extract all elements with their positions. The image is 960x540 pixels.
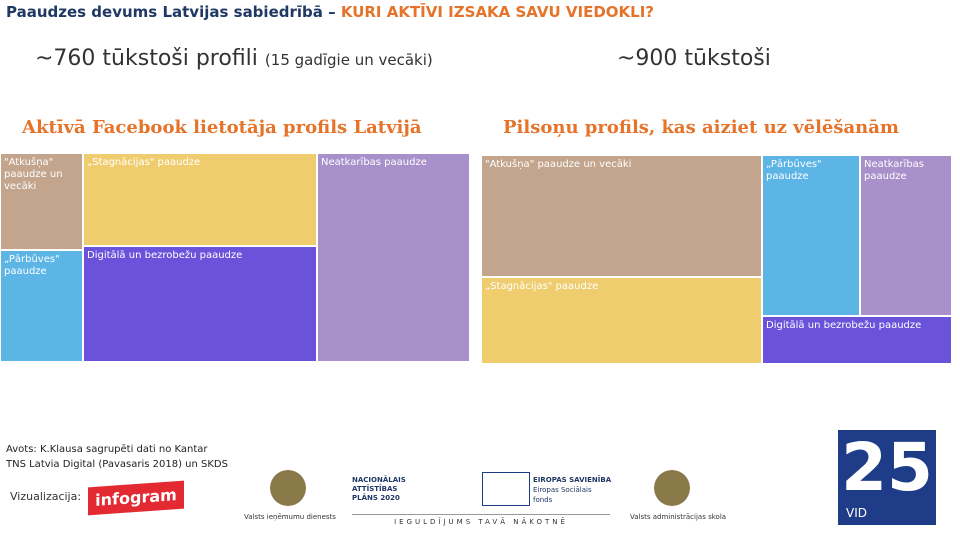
treemap-cell: Neatkarības paaudze: [860, 155, 952, 316]
left-heading: ~760 tūkstoši profili (15 gadīgie un vec…: [35, 46, 433, 71]
treemap-cell: „Pārbūves" paaudze: [762, 155, 860, 316]
eu-sub: fonds: [533, 496, 553, 504]
anniv-number: 25: [841, 429, 933, 506]
vid25-logo: 25 VID: [838, 430, 936, 525]
left-subtitle: Aktīvā Facebook lietotāja profils Latvij…: [22, 117, 422, 138]
cell-label: Digitālā un bezrobežu paaudze: [87, 250, 243, 261]
nap-line: NACIONĀLAIS: [352, 476, 406, 484]
vas-caption: Valsts administrācijas skola: [630, 513, 727, 521]
cell-label: „Stagnācijas" paaudze: [87, 157, 201, 168]
treemap-cell: "Atkušņa" paaudze un vecāki: [481, 155, 762, 277]
nap-logo: NACIONĀLAIS ATTĪSTĪBAS PLĀNS 2020: [352, 476, 406, 503]
cell-label: „Pārbūves" paaudze: [766, 159, 822, 182]
vid-caption: Valsts ieņēmumu dienests: [244, 513, 336, 521]
eu-flag: [482, 472, 530, 506]
treemap-cell: „Stagnācijas" paaudze: [481, 277, 762, 364]
treemap-cell: Neatkarības paaudze: [317, 153, 470, 362]
treemap-cell: "Atkušņa" paaudze un vecāki: [0, 153, 83, 250]
right-treemap: "Atkušņa" paaudze un vecāki „Stagnācijas"…: [481, 155, 952, 364]
viz-label: Vizualizacija:: [10, 490, 82, 503]
eu-slogan: IEGULDĪJUMS TAVĀ NĀKOTNĒ: [352, 514, 610, 526]
left-treemap: "Atkušņa" paaudze un vecāki „Pārbūves" pa…: [0, 153, 470, 362]
nap-line: ATTĪSTĪBAS: [352, 485, 398, 493]
treemap-cell: Digitālā un bezrobežu paaudze: [83, 246, 317, 362]
infogram-logo: infogram: [88, 480, 184, 516]
treemap-cell: „Pārbūves" paaudze: [0, 250, 83, 362]
heading-note: (15 gadīgie un vecāki): [264, 51, 433, 69]
cell-label: Digitālā un bezrobežu paaudze: [766, 320, 922, 331]
cell-label: „Pārbūves" paaudze: [4, 254, 60, 277]
nap-line: PLĀNS 2020: [352, 494, 400, 502]
source-line: TNS Latvia Digital (Pavasaris 2018) un S…: [6, 459, 228, 470]
title-prefix: Paaudzes devums Latvijas sabiedrībā –: [6, 3, 341, 21]
coat-of-arms: [654, 470, 690, 506]
right-subtitle: Pilsoņu profils, kas aiziet uz vēlēšanām: [503, 117, 899, 138]
treemap-cell: „Stagnācijas" paaudze: [83, 153, 317, 246]
heading-text: ~760 tūkstoši profili: [35, 46, 258, 71]
cell-label: „Stagnācijas" paaudze: [485, 281, 599, 292]
eu-text: EIROPAS SAVIENĪBA Eiropas Sociālais fonds: [533, 475, 611, 505]
anniv-abbr: VID: [846, 506, 867, 520]
cell-label: "Atkušņa" paaudze un vecāki: [485, 159, 632, 170]
cell-label: Neatkarības paaudze: [864, 159, 924, 182]
source: Avots: K.Klausa sagrupēti dati no Kantar…: [6, 442, 228, 472]
eu-title: EIROPAS SAVIENĪBA: [533, 476, 612, 484]
cell-label: "Atkušņa" paaudze un vecāki: [4, 157, 63, 192]
cell-label: Neatkarības paaudze: [321, 157, 427, 168]
treemap-cell: Digitālā un bezrobežu paaudze: [762, 316, 952, 364]
coat-of-arms: [270, 470, 306, 506]
title-highlight: KURI AKTĪVI IZSAKA SAVU VIEDOKLI?: [340, 3, 655, 21]
eu-sub: Eiropas Sociālais: [533, 486, 592, 494]
source-line: Avots: K.Klausa sagrupēti dati no Kantar: [6, 444, 208, 455]
title: Paaudzes devums Latvijas sabiedrībā – KU…: [6, 3, 654, 21]
right-heading: ~900 tūkstoši: [617, 46, 771, 71]
